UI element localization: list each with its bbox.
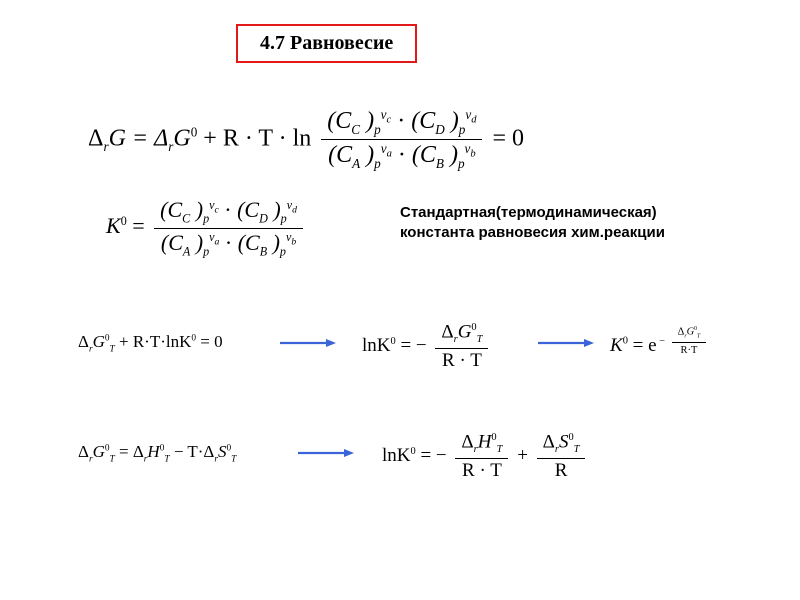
section-title: 4.7 Равновесие <box>260 32 393 54</box>
equation-row2-left: ΔrG0T = ΔrH0T − T·ΔrS0T <box>78 443 236 465</box>
page: 4.7 Равновесие ΔrG = ΔrG0 + R · T · ln (… <box>0 0 800 600</box>
label-line2: константа равновесия хим.реакции <box>400 224 665 241</box>
equilibrium-constant-label: Стандартная(термодинамическая) константа… <box>400 203 665 244</box>
title-box: 4.7 Равновесие <box>236 24 417 63</box>
equation-k0-definition: K0 = (CC )pνc · (CD )pνd (CA )pνa · (CB … <box>106 198 307 258</box>
k0-fraction: (CC )pνc · (CD )pνd (CA )pνa · (CB )pνb <box>154 198 303 258</box>
arrow-icon <box>298 448 354 458</box>
equation-main: ΔrG = ΔrG0 + R · T · ln (CC )pνc · (CD )… <box>88 108 524 172</box>
arrow-icon <box>280 338 336 348</box>
equation-row1-mid: lnK0 = − ΔrG0T R · T <box>362 322 492 372</box>
main-fraction: (CC )pνc · (CD )pνd (CA )pνa · (CB )pνb <box>321 108 482 172</box>
equation-row2-right: lnK0 = − ΔrH0T R · T + ΔrS0T R <box>382 432 589 482</box>
arrow-icon <box>538 338 594 348</box>
label-line1: Стандартная(термодинамическая) <box>400 204 657 221</box>
equation-row1-left: ΔrG0T + R·T·lnK0 = 0 <box>78 333 223 355</box>
equation-row1-right: K0 = e − ΔrG0T R·T <box>610 326 710 357</box>
